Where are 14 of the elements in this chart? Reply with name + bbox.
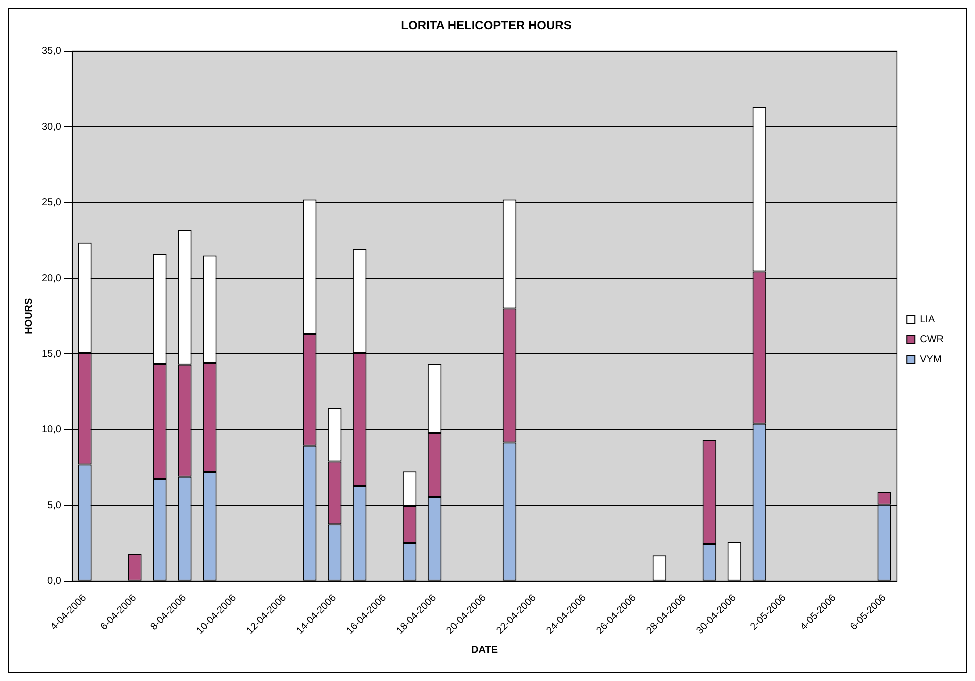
y-tick-label: 10,0 xyxy=(42,424,62,436)
y-tick-label: 20,0 xyxy=(42,273,62,284)
legend-label: LIA xyxy=(920,314,936,326)
y-tick-label: 15,0 xyxy=(42,348,62,360)
y-tick-label: 25,0 xyxy=(42,198,62,209)
legend-label: CWR xyxy=(920,334,944,346)
y-tick-label: 30,0 xyxy=(42,122,62,133)
y-axis-title: HOURS xyxy=(24,298,35,334)
y-tick-label: 35,0 xyxy=(42,46,62,58)
y-tick-label: 5,0 xyxy=(48,500,62,512)
x-axis-title: DATE xyxy=(472,644,498,656)
legend-label: VYM xyxy=(920,354,942,366)
chart-title: LORITA HELICOPTER HOURS xyxy=(401,18,572,33)
y-tick-label: 0,0 xyxy=(48,576,62,588)
